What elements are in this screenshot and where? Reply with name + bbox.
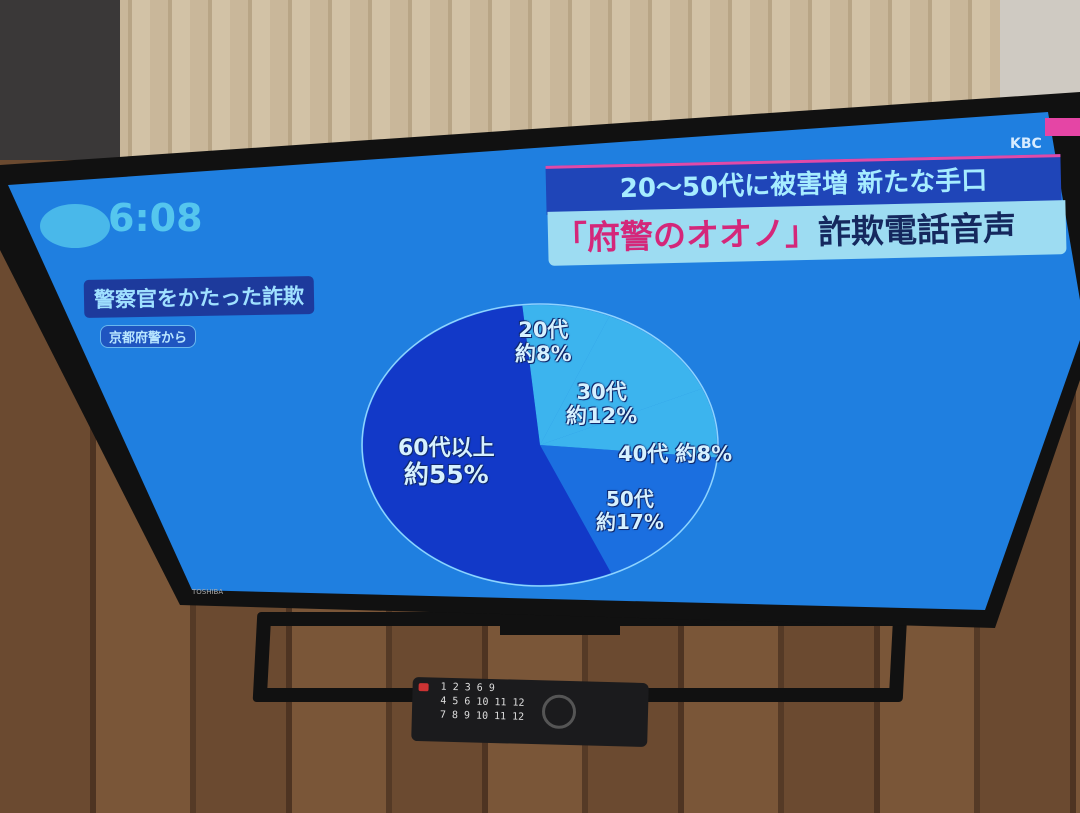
remote-dpad xyxy=(541,694,577,730)
source-label: 京都府警から xyxy=(100,325,197,348)
remote-power-button xyxy=(418,683,429,692)
tv-brand-logo: TOSHIBA xyxy=(192,588,224,596)
remote-keys-row: 4 5 6 10 11 12 xyxy=(440,695,525,709)
tv-remote: 1 2 3 6 9 4 5 6 10 11 12 7 8 9 10 11 12 xyxy=(411,676,649,748)
pie-label-60s-plus: 60代以上 約55% xyxy=(398,436,495,490)
pie-label-30s: 30代 約12% xyxy=(566,380,638,429)
wall xyxy=(1000,0,1080,110)
remote-keys-row: 1 2 3 6 9 xyxy=(440,681,495,695)
pie-slice-3 xyxy=(540,445,717,574)
pie-slice-4 xyxy=(363,305,612,585)
pie-slice-1 xyxy=(540,316,703,445)
pie-label-20s: 20代 約8% xyxy=(515,318,572,367)
remote-keys-row: 7 8 9 10 11 12 xyxy=(439,709,525,723)
pie-slice-2 xyxy=(540,388,717,458)
pie-outline xyxy=(361,303,719,587)
clock: 6:08 xyxy=(108,196,203,240)
pie-label-50s: 50代 約17% xyxy=(596,487,664,534)
channel-logo: KBC xyxy=(1010,136,1042,152)
pie-slice-0 xyxy=(522,304,610,445)
weather-globe-icon xyxy=(40,204,110,248)
channel-accent-bar xyxy=(1045,118,1080,136)
pie-label-40s: 40代 約8% xyxy=(618,442,733,466)
